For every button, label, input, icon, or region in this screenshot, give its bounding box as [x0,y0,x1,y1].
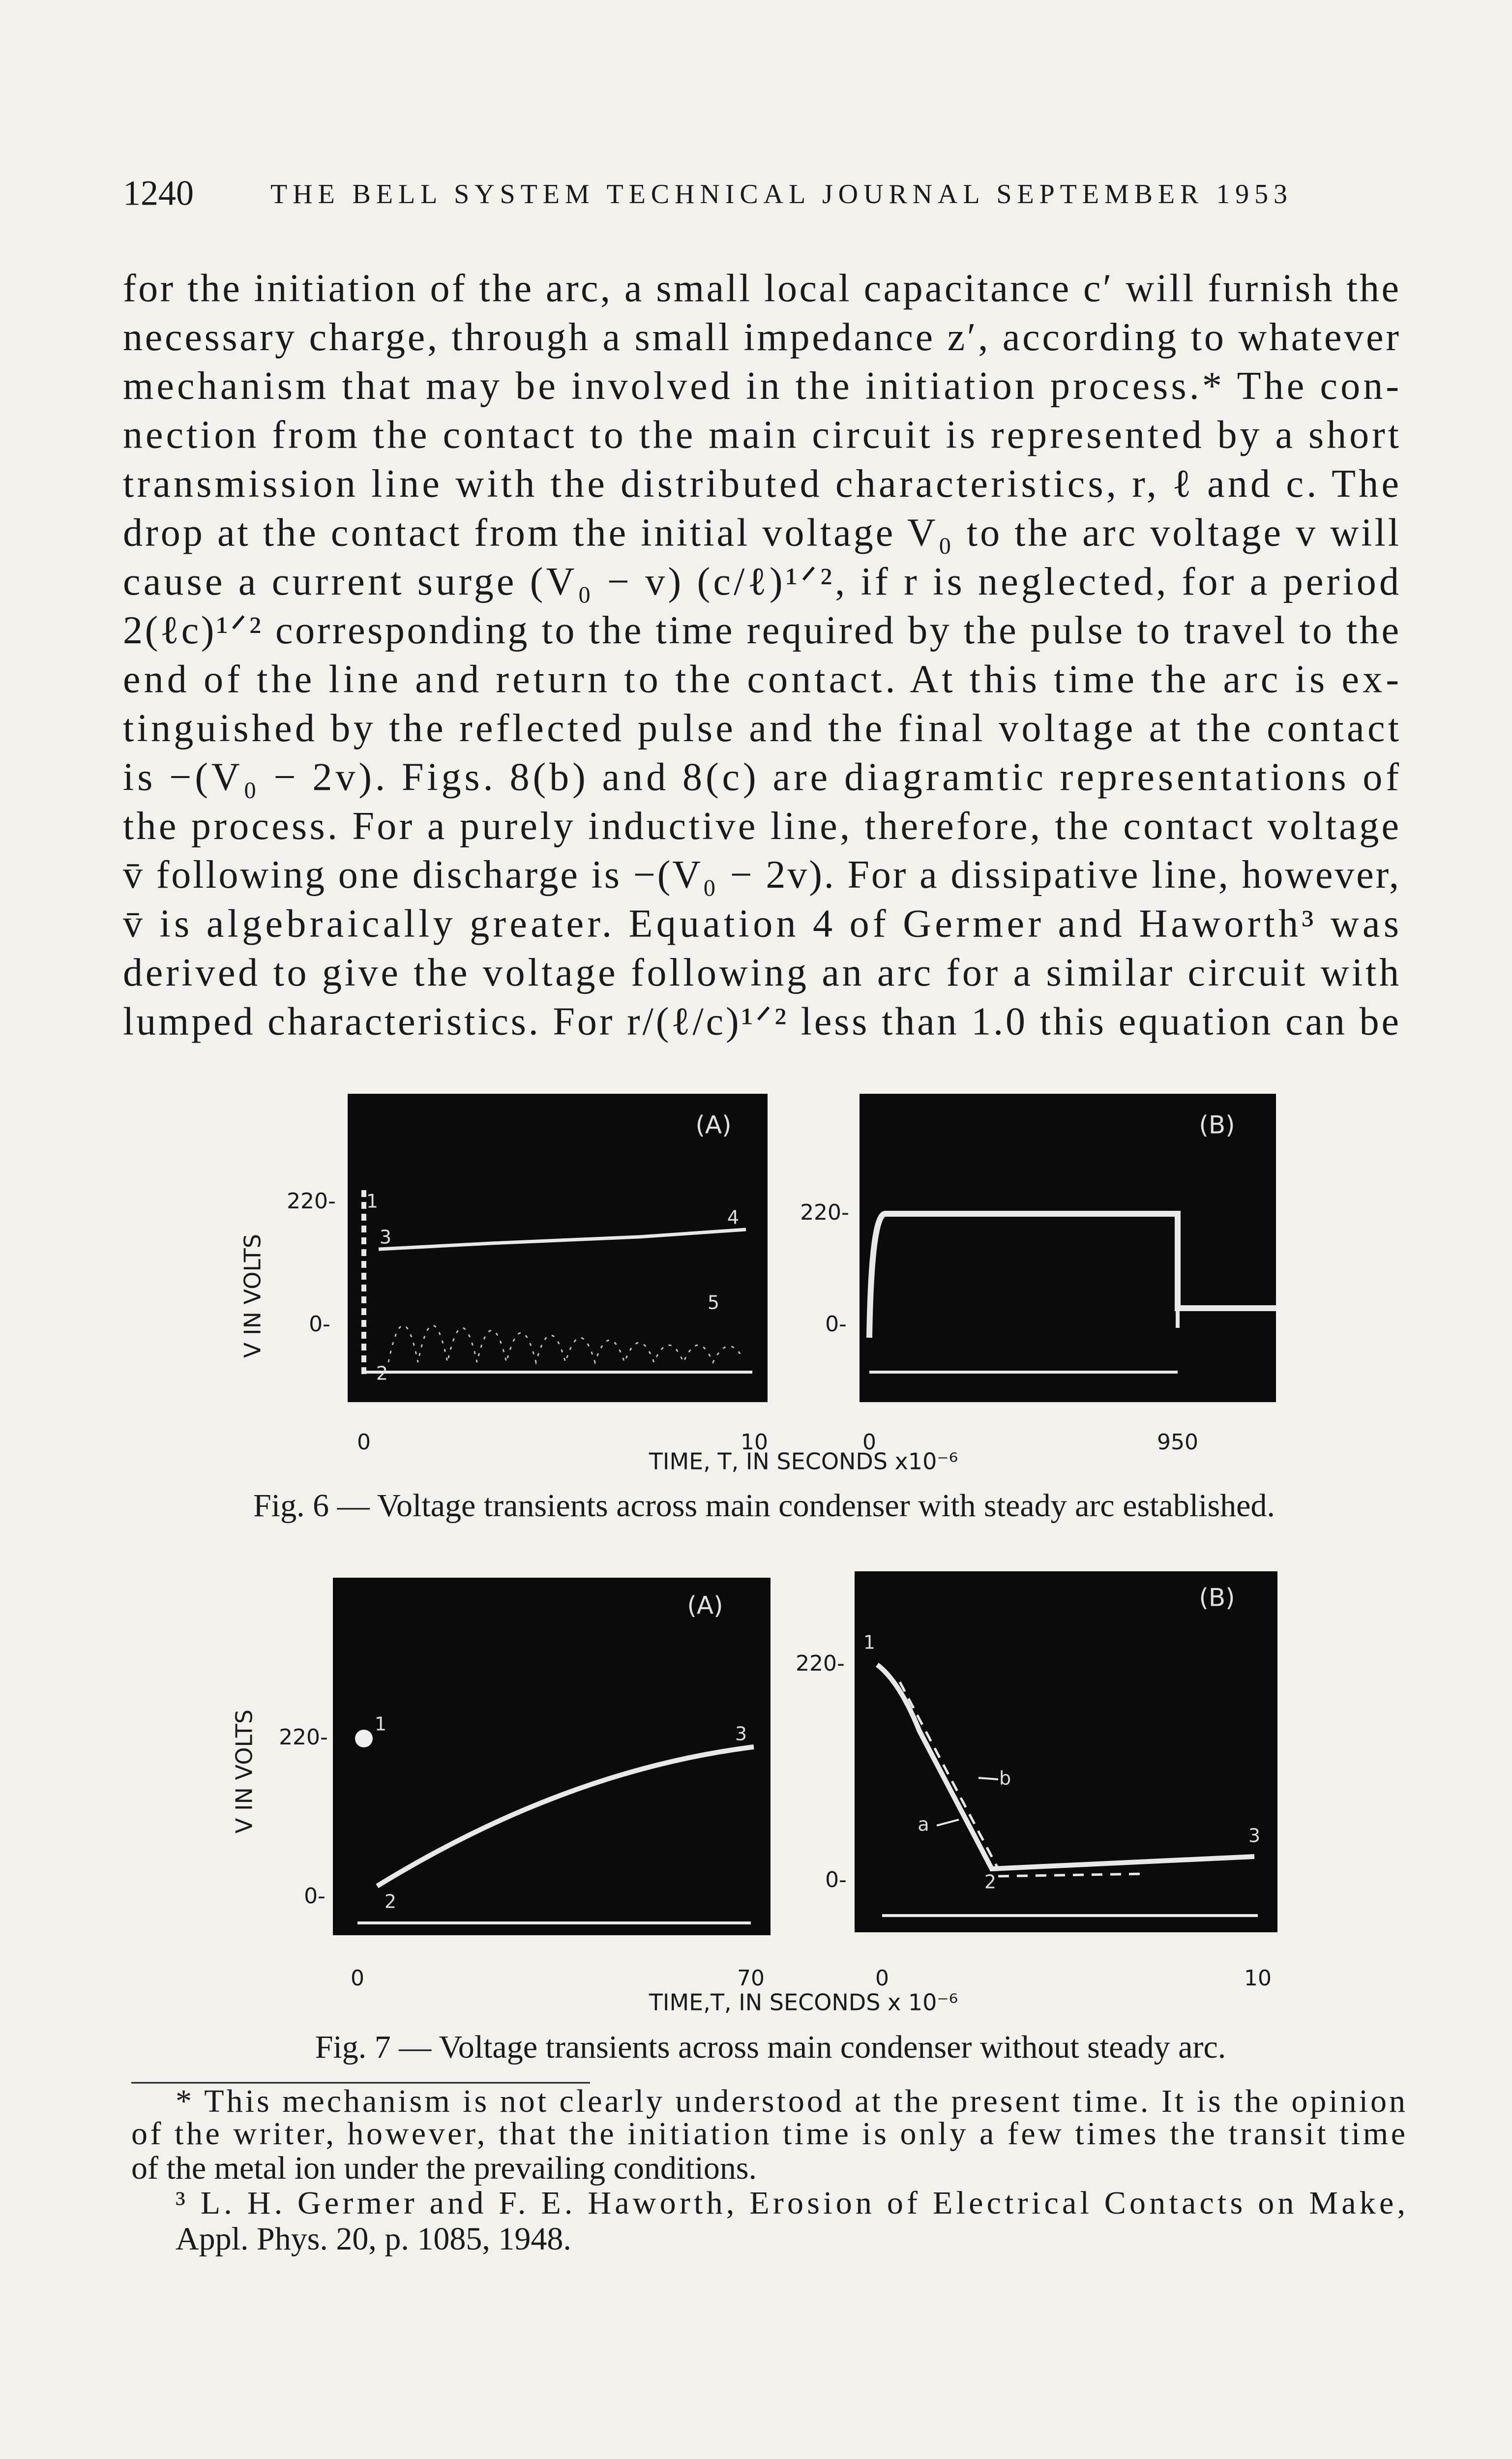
y-tick-label: 220- [796,1651,845,1676]
footnote-line: * This mechanism is not clearly understo… [176,2083,1405,2119]
x-tick-label: 0 [357,1430,371,1455]
trace-annotation: 3 [735,1723,747,1745]
x-tick-label: 0 [875,1966,889,1991]
trace-annotation: 2 [984,1871,996,1893]
footnote-line: of the writer, however, that the initiat… [131,2116,1405,2152]
panel-label: (A) [695,1111,731,1140]
body-line: mechanism that may be involved in the in… [123,364,1399,408]
x-tick-label: 0 [351,1966,364,1991]
x-tick-label: 70 [737,1966,765,1991]
body-line: for the initiation of the arc, a small l… [123,267,1399,310]
y-tick-label: 220- [287,1189,336,1214]
trace-annotation: 2 [385,1891,396,1913]
scope-panel [855,1571,1277,1932]
body-line: the process. For a purely inductive line… [123,805,1399,848]
body-line: cause a current surge (V₀ − v) (c/ℓ)¹ᐟ²,… [123,560,1399,603]
y-tick-label: 220- [279,1725,328,1750]
y-tick-label: 0- [825,1312,847,1337]
x-tick-label: 950 [1157,1430,1198,1455]
traces [355,1663,1258,1924]
footnote-line: Appl. Phys. 20, p. 1085, 1948. [176,2221,571,2257]
panel-label: (A) [687,1591,723,1620]
body-line: lumped characteristics. For r/(ℓ/c)¹ᐟ² l… [123,1000,1399,1043]
journal-title: THE BELL SYSTEM TECHNICAL JOURNAL SEPTEM… [270,179,1287,210]
trace-annotation: 1 [366,1191,378,1212]
figure-caption: Fig. 6 — Voltage transients across main … [253,1488,1275,1524]
trace-annotation: b [999,1768,1011,1789]
trace-annotation: 5 [708,1292,719,1314]
body-line: transmission line with the distributed c… [123,462,1399,506]
x-tick-label: 0 [862,1430,876,1455]
figure-caption: Fig. 7 — Voltage transients across main … [315,2029,1226,2065]
x-tick-label: 10 [1244,1966,1272,1991]
scope-panel [860,1094,1276,1402]
x-tick-label: 10 [741,1430,768,1455]
trace-annotation: 4 [727,1207,739,1229]
body-line: v̄ is algebraically greater. Equation 4 … [123,902,1399,946]
body-line: necessary charge, through a small impeda… [123,316,1399,359]
page-number: 1240 [123,174,194,213]
y-axis-label: V IN VOLTS [239,1234,266,1358]
body-line: is −(V₀ − 2v). Figs. 8(b) and 8(c) are d… [123,755,1399,799]
trace-annotation: 2 [376,1363,388,1384]
body-line: tinguished by the reflected pulse and th… [123,707,1399,750]
footnote-line: of the metal ion under the prevailing co… [131,2150,757,2186]
trace-annotation: 3 [1248,1825,1260,1847]
trace-annotation: 1 [863,1632,875,1653]
x-axis-label: TIME, T, IN SECONDS x10⁻⁶ [649,1448,958,1475]
y-tick-label: 0- [304,1884,326,1909]
body-line: v̄ following one discharge is −(V₀ − 2v)… [123,853,1399,897]
traces [361,1190,1276,1377]
x-axis-label: TIME,T, IN SECONDS x 10⁻⁶ [649,1989,958,2016]
y-tick-label: 0- [309,1312,330,1337]
panel-label: (B) [1199,1111,1235,1140]
trace-annotation: a [918,1814,929,1835]
y-tick-label: 0- [825,1867,847,1892]
footnote-line: ³ L. H. Germer and F. E. Haworth, Erosio… [176,2185,1405,2221]
y-tick-label: 220- [800,1200,849,1225]
panel-label: (B) [1199,1584,1235,1612]
trace-annotation: 3 [380,1227,391,1248]
trace-annotation: 1 [375,1713,386,1735]
y-axis-label: V IN VOLTS [231,1709,258,1833]
